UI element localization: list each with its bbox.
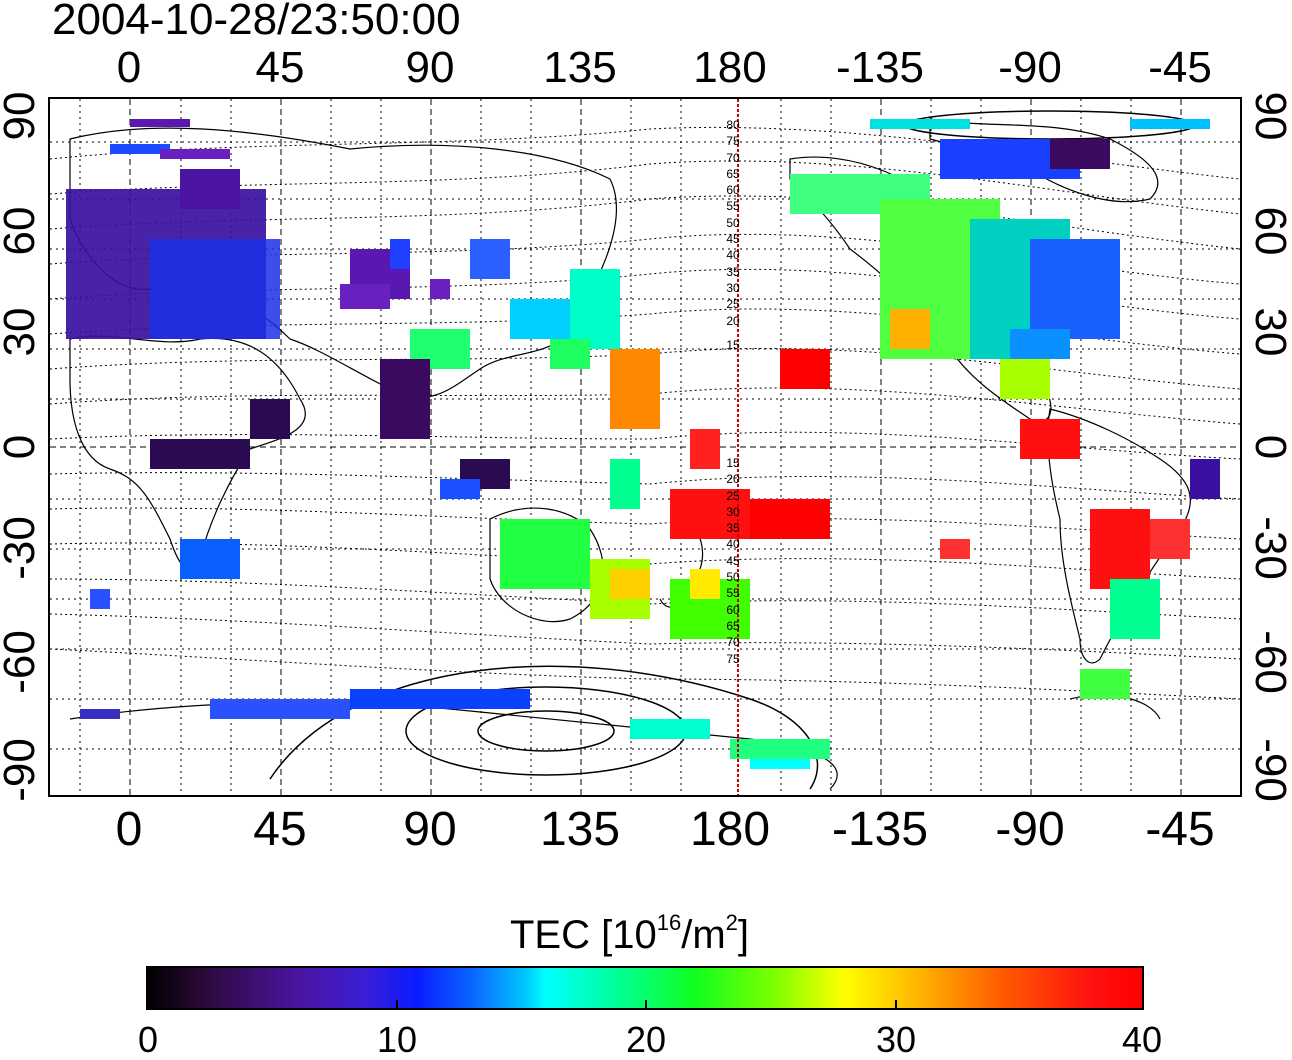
left-lat-tick: -60 xyxy=(0,630,44,694)
colorbar-title-exp2: 2 xyxy=(725,910,738,935)
left-lat-tick: 90 xyxy=(0,91,44,141)
left-lat-tick: 30 xyxy=(0,307,44,357)
bottom-lon-tick: -45 xyxy=(1145,803,1215,856)
colorbar-tick: 40 xyxy=(1121,1019,1163,1060)
left-lat-tick: -90 xyxy=(0,738,44,802)
meridian-label: 20 xyxy=(726,313,740,328)
bottom-lon-tick: 45 xyxy=(253,803,307,856)
meridian-label: 25 xyxy=(726,488,740,503)
right-lat-tick: 60 xyxy=(1246,206,1292,256)
meridian-label: 15 xyxy=(726,456,740,470)
colorbar-title: TEC [1016/m2] xyxy=(510,910,750,957)
colorbar-mark xyxy=(895,1000,897,1010)
right-lat-tick: 90 xyxy=(1246,91,1292,141)
south-meridian-labels: 15 20 25 30 35 40 45 50 55 60 65 70 75 xyxy=(718,455,748,667)
bottom-lon-tick: -135 xyxy=(831,803,929,856)
bottom-lon-tick: -90 xyxy=(995,803,1065,856)
meridian-label: 65 xyxy=(726,166,740,181)
meridian-label: 40 xyxy=(726,537,740,552)
right-lat-tick: 0 xyxy=(1246,434,1292,460)
meridian-label: 45 xyxy=(726,232,740,247)
top-lon-tick: 90 xyxy=(405,43,455,92)
top-lon-tick: -90 xyxy=(998,43,1062,92)
colorbar-title-exp: 16 xyxy=(656,910,682,935)
meridian-label: 60 xyxy=(726,183,740,198)
meridian-label: 30 xyxy=(726,280,740,295)
map-canvas xyxy=(50,99,1240,795)
meridian-label: 70 xyxy=(726,150,740,165)
meridian-label: 55 xyxy=(726,586,740,601)
meridian-label: 20 xyxy=(726,472,740,487)
colorbar-tick: 20 xyxy=(625,1019,667,1060)
meridian-label: 65 xyxy=(726,618,740,633)
colorbar-title-end: ] xyxy=(737,913,750,957)
meridian-label: 45 xyxy=(726,553,740,568)
right-lat-tick: -90 xyxy=(1246,738,1292,802)
north-meridian-labels: 80 75 70 65 60 55 50 45 40 35 30 25 20 1… xyxy=(718,117,748,353)
top-lon-tick: 180 xyxy=(693,43,767,92)
colorbar-title-mid: /m xyxy=(681,913,726,957)
top-lon-tick: -135 xyxy=(835,43,925,92)
right-lat-tick: 30 xyxy=(1246,307,1292,357)
left-lat-tick: -30 xyxy=(0,516,44,580)
colorbar-tick: 10 xyxy=(376,1019,418,1060)
tec-data-patches xyxy=(66,119,1220,769)
meridian-label: 30 xyxy=(726,504,740,519)
meridian-label: 35 xyxy=(726,521,740,536)
left-lat-tick: 0 xyxy=(0,435,44,459)
meridian-label: 25 xyxy=(726,297,740,312)
left-lat-tick: 60 xyxy=(0,206,44,256)
bottom-lon-tick: 135 xyxy=(539,803,621,856)
top-lon-tick: 135 xyxy=(543,43,617,92)
colorbar-mark xyxy=(645,1000,647,1010)
bottom-lon-tick: 180 xyxy=(689,803,771,856)
meridian-label: 70 xyxy=(726,635,740,650)
right-lat-tick: -30 xyxy=(1246,516,1292,580)
colorbar-tick: 0 xyxy=(137,1019,159,1060)
colorbar-mark xyxy=(396,1000,398,1010)
tec-world-map: 80 75 70 65 60 55 50 45 40 35 30 25 20 1… xyxy=(48,97,1242,797)
top-lon-tick: 0 xyxy=(116,43,142,92)
colorbar-title-text: TEC [10 xyxy=(510,913,657,957)
meridian-label: 40 xyxy=(726,248,740,263)
meridian-label: 15 xyxy=(726,337,740,352)
meridian-label: 35 xyxy=(726,264,740,279)
meridian-label: 50 xyxy=(726,570,740,585)
bottom-lon-tick: 0 xyxy=(115,803,143,856)
top-lon-tick: -45 xyxy=(1148,43,1212,92)
meridian-label: 80 xyxy=(726,118,740,132)
meridian-label: 75 xyxy=(726,134,740,149)
top-lon-tick: 45 xyxy=(255,43,305,92)
right-lat-tick: -60 xyxy=(1246,630,1292,694)
bottom-lon-tick: 90 xyxy=(403,803,457,856)
timestamp-title: 2004-10-28/23:50:00 xyxy=(52,0,461,44)
meridian-label: 55 xyxy=(726,199,740,214)
meridian-label: 60 xyxy=(726,602,740,617)
meridian-label: 75 xyxy=(726,651,740,666)
colorbar-tick: 30 xyxy=(875,1019,917,1060)
meridian-label: 50 xyxy=(726,215,740,230)
